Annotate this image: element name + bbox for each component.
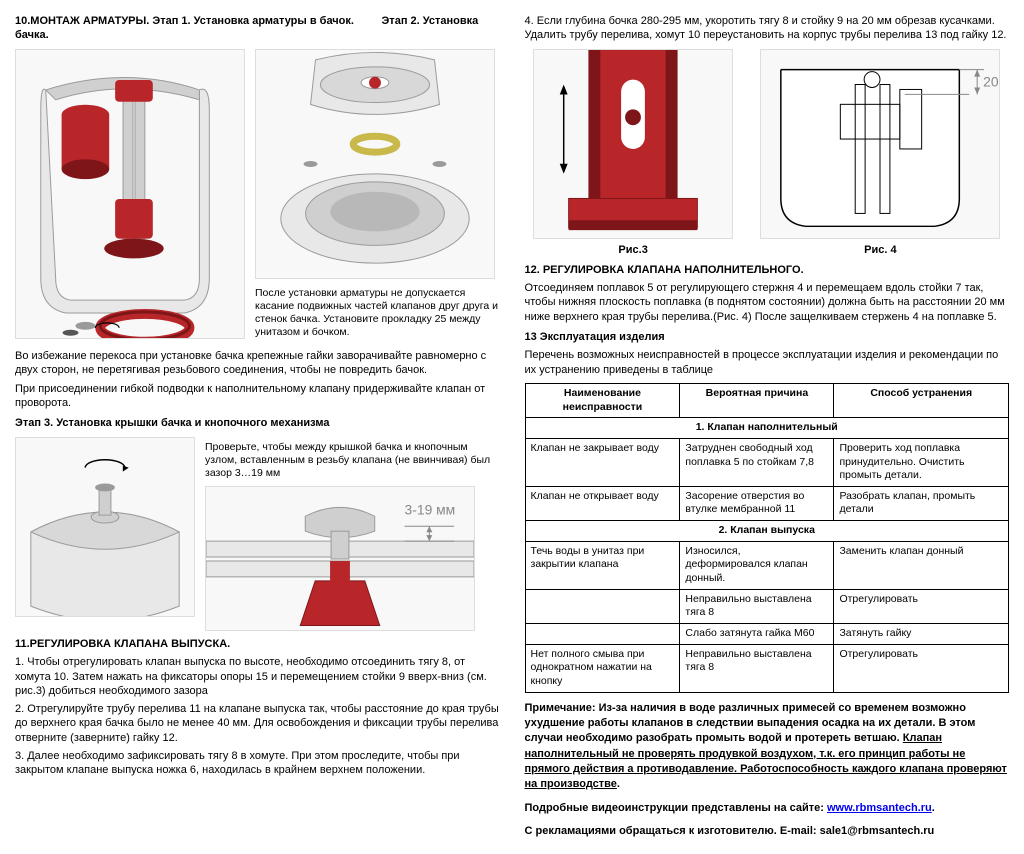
figure-gap-col: Проверьте, чтобы между крышкой бачка и к…: [205, 437, 500, 631]
th-fix: Способ устранения: [834, 383, 1009, 417]
note-block: Примечание: Из-за наличия в воде различн…: [525, 701, 1010, 793]
figure-gap: 3-19 мм: [205, 486, 475, 631]
figure3-side-text: Проверьте, чтобы между крышкой бачка и к…: [205, 441, 500, 480]
table-row: Нет полного смыва при однократном нажати…: [525, 644, 1009, 692]
figure1-side-text: После установки арматуры не допускается …: [255, 287, 500, 340]
p12: Отсоединяем поплавок 5 от регулирующего …: [525, 281, 1010, 324]
figure-fittings: [15, 49, 245, 339]
p11-2: 2. Отрегулируйте трубу перелива 11 на кл…: [15, 702, 500, 745]
fig3-caption: Рис.3: [533, 243, 733, 257]
heading-12: 12. РЕГУЛИРОВКА КЛАПАНА НАПОЛНИТЕЛЬНОГО.: [525, 263, 1010, 277]
figure-row-2: Проверьте, чтобы между крышкой бачка и к…: [15, 437, 500, 631]
table-row: Неправильно выставлена тяга 8 Отрегулиро…: [525, 589, 1009, 623]
p-avoid-skew: Во избежание перекоса при установке бачк…: [15, 349, 500, 378]
dim-20: 20: [984, 73, 1000, 89]
table-row: Слабо затянута гайка М60 Затянуть гайку: [525, 623, 1009, 644]
th-cause: Вероятная причина: [680, 383, 834, 417]
figure-3: [533, 49, 733, 239]
table-header-row: Наименование неисправности Вероятная при…: [525, 383, 1009, 417]
p-flex-hose: При присоединении гибкой подводки к напо…: [15, 382, 500, 411]
p-step4: 4. Если глубина бочка 280-295 мм, укорот…: [525, 14, 1010, 43]
p11-1: 1. Чтобы отрегулировать клапан выпуска п…: [15, 655, 500, 698]
section2-label: 2. Клапан выпуска: [525, 521, 1009, 542]
table-row: Клапан не закрывает воду Затруднен свобо…: [525, 438, 1009, 486]
figure-row-1: После установки арматуры не допускается …: [15, 49, 500, 344]
heading-13: 13 Эксплуатация изделия: [525, 330, 1010, 344]
figure3-wrap: Рис.3: [533, 49, 733, 257]
figure-tank-install-col: После установки арматуры не допускается …: [255, 49, 500, 344]
figure-tank-install: [255, 49, 495, 279]
figure4-wrap: 20 Рис. 4: [760, 49, 1000, 257]
figure-lid: [15, 437, 195, 617]
table-section-2: 2. Клапан выпуска: [525, 521, 1009, 542]
video-prefix: Подробные видеоинструкции представлены н…: [525, 802, 828, 814]
p11-3: 3. Далее необходимо зафиксировать тягу 8…: [15, 749, 500, 778]
website-link[interactable]: www.rbmsantech.ru: [827, 802, 932, 814]
table-section-1: 1. Клапан наполнительный: [525, 418, 1009, 439]
table-row: Клапан не открывает воду Засорение отвер…: [525, 486, 1009, 520]
th-fault: Наименование неисправности: [525, 383, 680, 417]
fig4-caption: Рис. 4: [760, 243, 1000, 257]
figure-4: 20: [760, 49, 1000, 239]
p13: Перечень возможных неисправностей в проц…: [525, 348, 1010, 377]
video-line: Подробные видеоинструкции представлены н…: [525, 801, 1010, 816]
dim-3-19: 3-19 мм: [405, 501, 456, 517]
section-10-heading: 10.МОНТАЖ АРМАТУРЫ. Этап 1. Установка ар…: [15, 14, 500, 43]
left-column: 10.МОНТАЖ АРМАТУРЫ. Этап 1. Установка ар…: [15, 10, 500, 844]
contact-line: С рекламациями обращаться к изготовителю…: [525, 824, 1010, 839]
table-row: Течь воды в унитаз при закрытии клапана …: [525, 541, 1009, 589]
heading-10a: 10.МОНТАЖ АРМАТУРЫ. Этап 1. Установка ар…: [15, 15, 354, 27]
troubleshooting-table: Наименование неисправности Вероятная при…: [525, 383, 1010, 693]
section1-label: 1. Клапан наполнительный: [525, 418, 1009, 439]
heading-step3: Этап 3. Установка крышки бачка и кнопочн…: [15, 416, 500, 430]
heading-11: 11.РЕГУЛИРОВКА КЛАПАНА ВЫПУСКА.: [15, 637, 500, 651]
right-column: 4. Если глубина бочка 280-295 мм, укорот…: [525, 10, 1010, 844]
figure-row-3: Рис.3: [525, 49, 1010, 257]
